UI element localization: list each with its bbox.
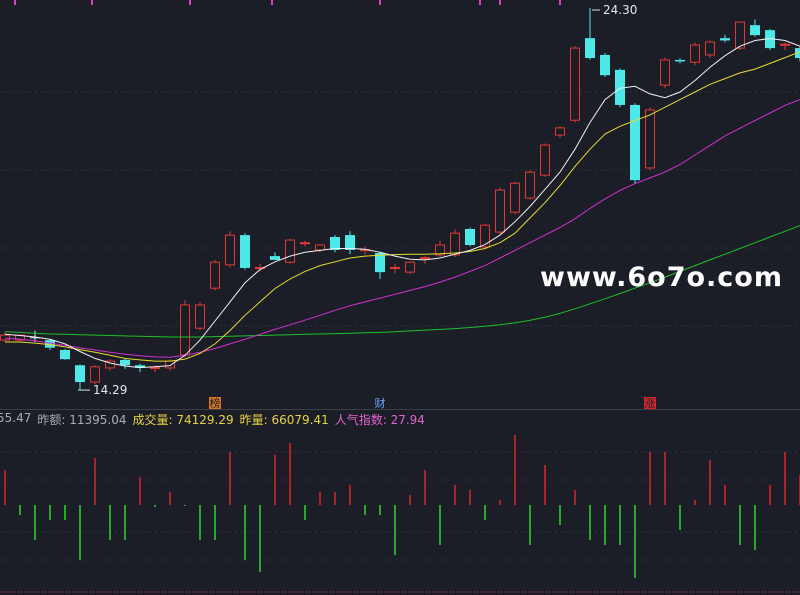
candle-body (495, 189, 505, 233)
candle-body (555, 127, 565, 136)
candle-body (300, 242, 310, 245)
info-item: 人气指数: 27.94 (334, 413, 425, 427)
candle-body (630, 104, 640, 181)
candle-body (435, 244, 445, 256)
info-bar: 55.47 昨额: 11395.04 成交量: 74129.29 昨量: 66079.… (0, 411, 425, 428)
ma-line (5, 51, 800, 362)
top-ticks (14, 0, 561, 5)
candle-body (60, 349, 70, 360)
candle-body (735, 21, 745, 49)
grid (0, 91, 800, 593)
ma-line (4, 225, 800, 338)
candle-body (585, 38, 595, 59)
candle-body (465, 228, 475, 246)
candle-body (75, 365, 85, 383)
candle-body (375, 253, 385, 273)
ma-line (4, 99, 800, 358)
candle-body (315, 244, 325, 251)
event-box (209, 397, 221, 409)
min-label: 14.29 (93, 383, 127, 397)
candle-body (105, 360, 115, 369)
candle-body (165, 360, 175, 369)
ma-line (4, 37, 800, 369)
candle-body (450, 232, 460, 256)
volume-bars (4, 435, 800, 578)
candle-body (240, 235, 250, 268)
candle-body (210, 261, 220, 289)
info-item: 成交量: 74129.29 (132, 413, 234, 427)
candle-body (420, 257, 430, 260)
candle-body (645, 109, 655, 169)
candle-body (705, 41, 715, 56)
info-item: 55.47 (0, 411, 32, 425)
candle-body (675, 59, 685, 62)
candle-body (510, 182, 520, 213)
candle-body (255, 267, 265, 270)
candle-body (570, 47, 580, 121)
candle-body (660, 59, 670, 86)
info-item: 昨量: 66079.41 (239, 413, 329, 427)
watermark: www.6o7o.com (540, 262, 783, 293)
candle-body (225, 234, 235, 266)
candle-body (90, 366, 100, 383)
candle-body (405, 261, 415, 273)
candle-body (600, 54, 610, 76)
candle-body (390, 267, 400, 270)
candle-body (765, 30, 775, 49)
candle-body (525, 171, 535, 199)
candle-body (120, 359, 130, 366)
candle-body (285, 239, 295, 263)
moving-averages (4, 37, 800, 369)
event-marker: 财 (375, 396, 386, 410)
candle-body (150, 367, 160, 370)
candle-body (690, 44, 700, 63)
candle-body (135, 365, 145, 368)
candle-body (0, 334, 10, 341)
info-item: 昨额: 11395.04 (37, 413, 127, 427)
candles: 榜 财 涨 24.30 14.29 (0, 3, 800, 410)
event-box (644, 397, 656, 409)
candle-body (540, 144, 550, 176)
candle-body (270, 256, 280, 260)
candle-body (330, 237, 340, 250)
event-marker: 涨 (645, 397, 656, 410)
max-label: 24.30 (603, 3, 637, 17)
candle-body (195, 304, 205, 329)
candle-body (750, 25, 760, 36)
candle-body (615, 69, 625, 105)
candle-body (180, 304, 190, 356)
candle-body (45, 340, 55, 348)
event-marker: 榜 (210, 396, 221, 410)
candle-body (480, 224, 490, 248)
candle-body (780, 43, 790, 46)
candle-body (345, 235, 355, 250)
candle-body (720, 38, 730, 41)
